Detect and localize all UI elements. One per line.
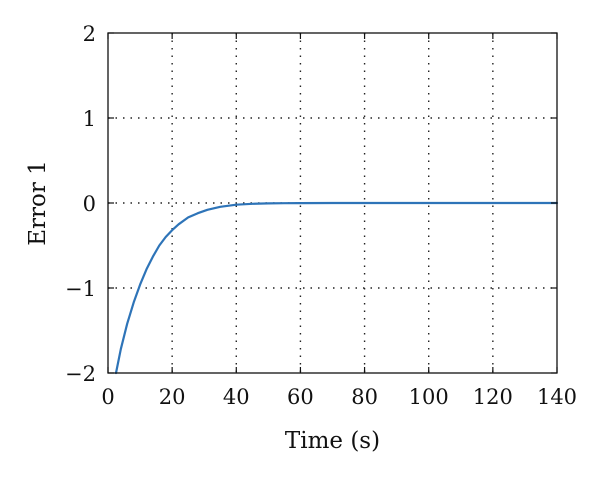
series-line bbox=[114, 201, 559, 375]
y-tick-label: 2 bbox=[83, 22, 96, 46]
axis-ticks: 0 20 40 60 80 100 120 140 −2 −1 0 1 2 bbox=[65, 22, 577, 409]
x-axis-label: Time (s) bbox=[285, 428, 380, 454]
x-tick-label: 0 bbox=[101, 385, 114, 409]
x-tick-label: 80 bbox=[351, 385, 378, 409]
y-tick-label: −2 bbox=[65, 362, 96, 386]
x-tick-label: 100 bbox=[409, 385, 449, 409]
series-layer bbox=[114, 201, 559, 375]
x-tick-label: 120 bbox=[473, 385, 513, 409]
y-tick-label: 1 bbox=[83, 107, 96, 131]
x-tick-label: 20 bbox=[159, 385, 186, 409]
x-tick-label: 40 bbox=[223, 385, 250, 409]
y-axis-label: Error 1 bbox=[25, 160, 51, 246]
y-tick-label: 0 bbox=[83, 192, 96, 216]
x-tick-label: 60 bbox=[287, 385, 314, 409]
x-tick-label: 140 bbox=[537, 385, 577, 409]
y-tick-label: −1 bbox=[65, 277, 96, 301]
